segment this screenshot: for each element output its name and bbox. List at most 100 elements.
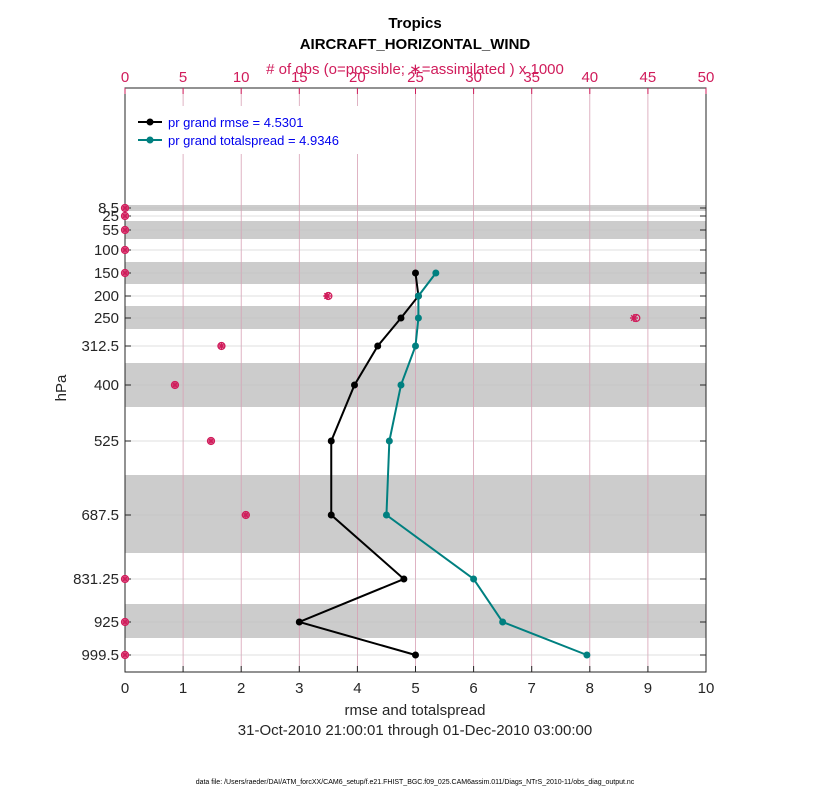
series-0-point-9 <box>327 437 335 445</box>
series-0-point-12 <box>295 618 303 626</box>
x-tick-label-0: 0 <box>121 680 129 697</box>
legend-box <box>130 106 380 154</box>
obs-assimilated-9-stroke <box>207 437 215 445</box>
x-tick-label-2: 2 <box>237 680 245 697</box>
series-1-point-10 <box>382 511 390 519</box>
series-line-0 <box>296 272 420 656</box>
footer-text: data file: /Users/raeder/DAI/ATM_forcXX/… <box>196 779 635 786</box>
top-tick-label-4: 20 <box>349 69 366 86</box>
top-tick-label-1: 5 <box>179 69 187 86</box>
legend-label-spread: pr grand totalspread = 4.9346 <box>168 133 339 148</box>
x-tick-label-6: 6 <box>469 680 477 697</box>
y-tick-label-1: 25 <box>102 208 119 225</box>
series-0-point-13 <box>412 651 419 659</box>
series-1-point-7 <box>412 342 419 350</box>
y-axis-label: hPa <box>53 374 70 401</box>
legend-marker-spread <box>146 136 154 144</box>
top-tick-label-3: 15 <box>291 69 308 86</box>
obs-assimilated-10-stroke <box>242 511 250 519</box>
series-0-point-4 <box>412 269 419 277</box>
obs-assimilated-1-stroke <box>121 212 129 220</box>
obs-assimilated-11-stroke <box>121 575 129 583</box>
series-1-point-13 <box>583 651 591 659</box>
y-tick-label-0: 8.5 <box>98 200 119 217</box>
series-lines <box>295 269 591 659</box>
top-tick-label-9: 45 <box>640 69 657 86</box>
obs-assimilated-4 <box>121 269 129 277</box>
x-tick-label-1: 1 <box>179 680 187 697</box>
obs-assimilated-11 <box>121 575 129 583</box>
top-tick-label-10: 50 <box>698 69 715 86</box>
obs-assimilated-10 <box>241 511 250 519</box>
obs-assimilated-13 <box>121 651 129 659</box>
y-tick-label-10: 687.5 <box>81 507 119 524</box>
series-line-1 <box>385 272 588 656</box>
top-tick-label-2: 10 <box>233 69 250 86</box>
top-tick-label-0: 0 <box>121 69 129 86</box>
series-0-point-8 <box>350 381 358 389</box>
top-tick-label-5: 25 <box>407 69 424 86</box>
x-tick-label-5: 5 <box>411 680 419 697</box>
obs-assimilated-8-stroke <box>171 381 179 389</box>
y-tick-label-6: 250 <box>94 310 119 327</box>
x-tick-label-7: 7 <box>528 680 536 697</box>
obs-assimilated-3-stroke <box>121 246 129 254</box>
x-axis-label: rmse and totalspread <box>345 702 486 719</box>
obs-assimilated-7-stroke <box>218 342 225 350</box>
obs-assimilated-12 <box>121 618 129 626</box>
obs-assimilated-13-stroke <box>121 651 129 659</box>
obs-assimilated-6 <box>629 314 638 322</box>
tick-marks: 0 1 2 3 4 5 6 7 8 9 100 5 10 15 20 25 30 35 40 45 508.525551… <box>73 69 714 697</box>
obs-assimilated-8 <box>170 381 179 389</box>
legend-marker-rmse <box>146 118 154 126</box>
chart-subtitle: AIRCRAFT_HORIZONTAL_WIND <box>300 36 531 53</box>
obs-assimilated-0 <box>121 204 129 212</box>
series-1-point-6 <box>414 314 422 322</box>
series-1-point-12 <box>499 618 507 626</box>
obs-markers <box>120 203 641 660</box>
series-1-point-4 <box>432 269 440 277</box>
series-0-point-10 <box>327 511 335 519</box>
obs-assimilated-7 <box>217 342 226 350</box>
date-range: 31-Oct-2010 21:00:01 through 01-Dec-2010… <box>238 722 592 739</box>
series-1-point-9 <box>385 437 393 445</box>
top-tick-label-7: 35 <box>523 69 540 86</box>
series-1-point-11 <box>470 575 478 583</box>
series-0-point-7 <box>374 342 382 350</box>
obs-assimilated-9 <box>206 437 215 445</box>
y-tick-label-8: 400 <box>94 377 119 394</box>
series-1-point-8 <box>397 381 405 389</box>
obs-assimilated-6-stroke <box>630 314 638 322</box>
legend-label-rmse: pr grand rmse = 4.5301 <box>168 115 304 130</box>
obs-assimilated-12-stroke <box>121 618 129 626</box>
y-tick-label-12: 925 <box>94 614 119 631</box>
y-tick-label-11: 831.25 <box>73 571 119 588</box>
x-tick-label-3: 3 <box>295 680 303 697</box>
y-tick-label-3: 100 <box>94 242 119 259</box>
y-tick-label-2: 55 <box>102 222 119 239</box>
chart-title: Tropics <box>388 15 441 32</box>
y-tick-label-9: 525 <box>94 433 119 450</box>
x-tick-label-9: 9 <box>644 680 652 697</box>
series-1-point-5 <box>414 292 422 300</box>
obs-assimilated-3 <box>121 246 129 254</box>
top-tick-label-6: 30 <box>465 69 482 86</box>
top-tick-label-8: 40 <box>581 69 598 86</box>
obs-assimilated-2-stroke <box>121 226 129 234</box>
y-tick-label-7: 312.5 <box>81 338 119 355</box>
obs-assimilated-5-stroke <box>323 292 331 300</box>
x-tick-label-4: 4 <box>353 680 361 697</box>
y-tick-label-4: 150 <box>94 265 119 282</box>
obs-assimilated-2 <box>121 226 129 234</box>
obs-assimilated-4-stroke <box>121 269 129 277</box>
y-tick-label-5: 200 <box>94 288 119 305</box>
x-tick-label-10: 10 <box>698 680 715 697</box>
obs-assimilated-0-stroke <box>121 204 129 212</box>
x-tick-label-8: 8 <box>586 680 594 697</box>
series-0-point-6 <box>397 314 405 322</box>
top-axis-label: # of obs (o=possible; ∗=assimilated ) x … <box>266 61 564 78</box>
obs-assimilated-5 <box>323 292 332 300</box>
y-tick-label-13: 999.5 <box>81 647 119 664</box>
series-0-point-11 <box>400 575 408 583</box>
